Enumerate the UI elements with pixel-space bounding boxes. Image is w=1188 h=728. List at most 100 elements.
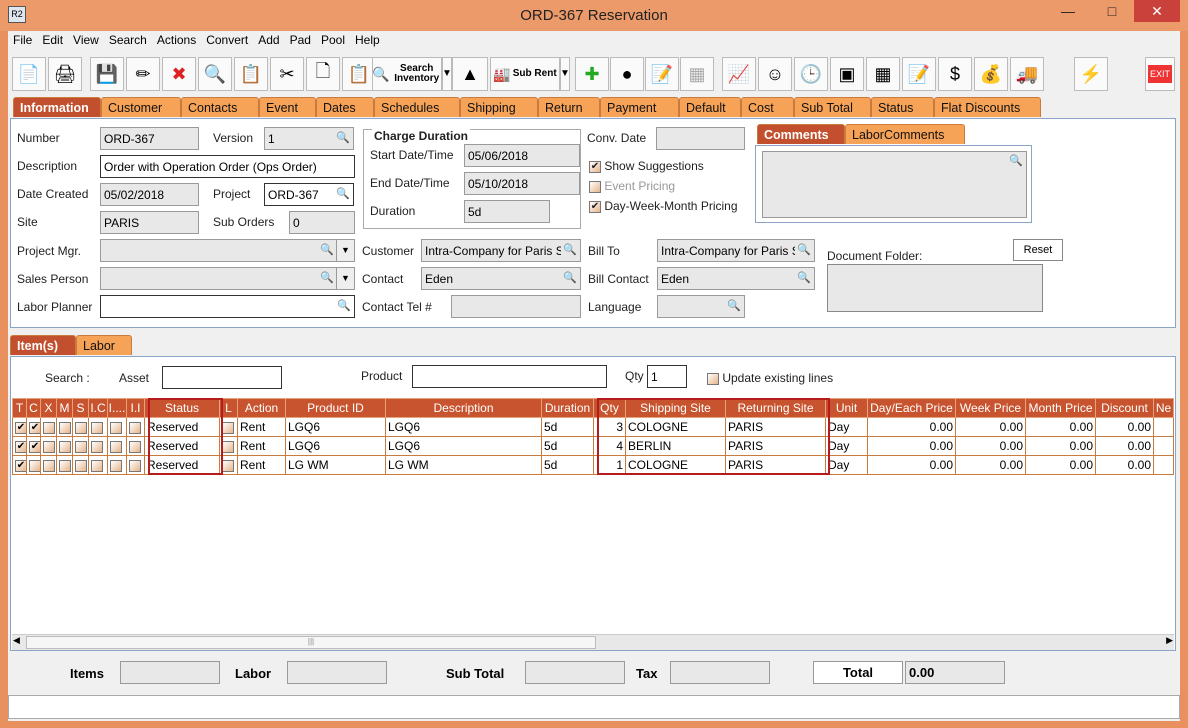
number-field[interactable]: ORD-367 [100, 127, 199, 150]
column-header[interactable]: Unit [825, 398, 868, 418]
date-created-field[interactable]: 05/02/2018 [100, 183, 199, 206]
maximize-button[interactable]: □ [1107, 3, 1117, 19]
description-cell[interactable]: LGQ6 [385, 417, 542, 437]
end-date-field[interactable]: 05/10/2018 [464, 172, 580, 195]
lightning-tool-icon[interactable]: ⚡ [1074, 57, 1108, 91]
sub-rent-dropdown-icon[interactable]: ▼ [560, 57, 570, 91]
column-header[interactable]: I.C [88, 398, 108, 418]
flag-cell[interactable] [56, 417, 73, 437]
exit-button[interactable]: EXIT [1145, 57, 1175, 91]
sales-person-field[interactable]: 🔍 ▼ [100, 267, 355, 290]
column-header[interactable]: Action [237, 398, 286, 418]
discount-cell[interactable]: 0.00 [1095, 436, 1154, 456]
checkbox-checked[interactable]: ✔ [29, 421, 40, 434]
flag-cell[interactable] [88, 417, 108, 437]
tab-cost[interactable]: Cost [741, 97, 794, 117]
checkbox[interactable] [75, 459, 87, 472]
qty-cell[interactable]: 1 [593, 455, 626, 475]
checkbox[interactable] [110, 459, 122, 472]
scroll-left-icon[interactable]: ◀ [13, 635, 20, 645]
flag-cell[interactable] [126, 455, 145, 475]
balls-icon[interactable]: ● [610, 57, 644, 91]
month-price-cell[interactable]: 0.00 [1025, 417, 1096, 437]
copy-order-icon[interactable]: 📋 [234, 57, 268, 91]
description-cell[interactable]: LGQ6 [385, 436, 542, 456]
menu-file[interactable]: File [13, 33, 33, 47]
flag-cell[interactable] [72, 455, 89, 475]
duration-cell[interactable]: 5d [541, 417, 594, 437]
checkbox[interactable] [29, 459, 40, 472]
checkbox-checked[interactable]: ✔ [589, 200, 601, 213]
table-row[interactable]: ✔ ✔ Reserved Rent LGQ6 LGQ6 5d 3 COLOGNE PARIS Day… [12, 417, 1174, 437]
search-icon[interactable]: 🔍 [318, 244, 334, 257]
column-header[interactable]: Ne [1153, 398, 1174, 418]
duration-cell[interactable]: 5d [541, 436, 594, 456]
form-edit-icon[interactable]: 📝 [902, 57, 936, 91]
menu-view[interactable]: View [73, 33, 99, 47]
language-field[interactable]: 🔍 [657, 295, 745, 318]
search-icon[interactable]: 🔍 [334, 132, 350, 145]
tab-information[interactable]: Information [13, 97, 101, 117]
discount-cell[interactable]: 0.00 [1095, 417, 1154, 437]
tab-items[interactable]: Item(s) [10, 335, 76, 355]
cubes-icon[interactable]: ▦ [866, 57, 900, 91]
duration-field[interactable]: 5d [464, 200, 550, 223]
table-row[interactable]: ✔ Reserved Rent LG WM LG WM 5d 1 COLOGNE PARIS Da… [12, 455, 1174, 475]
sub-rent-button[interactable]: 🏭 Sub Rent [490, 57, 560, 91]
t-cell[interactable]: ✔ [12, 455, 27, 475]
search-icon[interactable]: 🔍 [1007, 155, 1023, 214]
org-chart-icon[interactable]: 📈 [722, 57, 756, 91]
tab-return[interactable]: Return [538, 97, 600, 117]
day-price-cell[interactable]: 0.00 [867, 455, 956, 475]
checkbox-checked[interactable]: ✔ [29, 440, 40, 453]
scroll-right-icon[interactable]: ▶ [1166, 635, 1173, 645]
contact-field[interactable]: Eden 🔍 [421, 267, 581, 290]
conv-date-field[interactable] [656, 127, 745, 150]
discount-cell[interactable]: 0.00 [1095, 455, 1154, 475]
checkbox-checked[interactable]: ✔ [15, 421, 26, 434]
month-price-cell[interactable]: 0.00 [1025, 436, 1096, 456]
c-cell[interactable] [26, 455, 41, 475]
column-header[interactable]: Month Price [1025, 398, 1096, 418]
checkbox[interactable] [75, 440, 87, 453]
start-date-field[interactable]: 05/06/2018 [464, 144, 580, 167]
flag-cell[interactable] [88, 455, 108, 475]
unit-cell[interactable]: Day [825, 417, 868, 437]
tab-schedules[interactable]: Schedules [374, 97, 460, 117]
save-icon[interactable]: 💾 [90, 57, 124, 91]
qty-input[interactable]: 1 [647, 365, 687, 388]
search-icon[interactable]: 🔍 [561, 244, 577, 257]
bill-to-field[interactable]: Intra-Company for Paris Site🔍 [657, 239, 815, 262]
tab-sub-total[interactable]: Sub Total [794, 97, 871, 117]
menu-convert[interactable]: Convert [206, 33, 249, 47]
column-header[interactable]: S [72, 398, 89, 418]
column-header[interactable]: Day/Each Price [867, 398, 956, 418]
action-cell[interactable]: Rent [237, 436, 286, 456]
site-field[interactable]: PARIS [100, 211, 199, 234]
returning-site-cell[interactable]: PARIS [725, 455, 826, 475]
project-field[interactable]: ORD-367 🔍 [264, 183, 354, 206]
menu-help[interactable]: Help [355, 33, 380, 47]
tab-dates[interactable]: Dates [316, 97, 374, 117]
tab-comments[interactable]: Comments [757, 124, 845, 144]
document-folder-field[interactable] [827, 264, 1043, 312]
checkbox[interactable] [222, 440, 234, 453]
flag-cell[interactable] [88, 436, 108, 456]
truck-icon[interactable]: 🚚 [1010, 57, 1044, 91]
checkbox-checked[interactable]: ✔ [589, 160, 601, 173]
reset-button[interactable]: Reset [1013, 239, 1063, 261]
tab-shipping[interactable]: Shipping [460, 97, 538, 117]
contact-tel-field[interactable] [451, 295, 581, 318]
project-mgr-field[interactable]: 🔍 ▼ [100, 239, 355, 262]
search-icon[interactable]: 🔍 [318, 272, 334, 285]
column-header[interactable]: Duration [541, 398, 594, 418]
checkbox[interactable] [43, 459, 55, 472]
cut-icon[interactable]: ✂ [270, 57, 304, 91]
checkbox[interactable] [59, 440, 71, 453]
flag-cell[interactable] [56, 436, 73, 456]
checkbox-checked[interactable]: ✔ [15, 459, 26, 472]
binoculars-icon[interactable]: 🔍 [198, 57, 232, 91]
dropdown-icon[interactable]: ▼ [336, 268, 354, 289]
menu-pad[interactable]: Pad [289, 33, 311, 47]
product-input[interactable] [412, 365, 607, 388]
